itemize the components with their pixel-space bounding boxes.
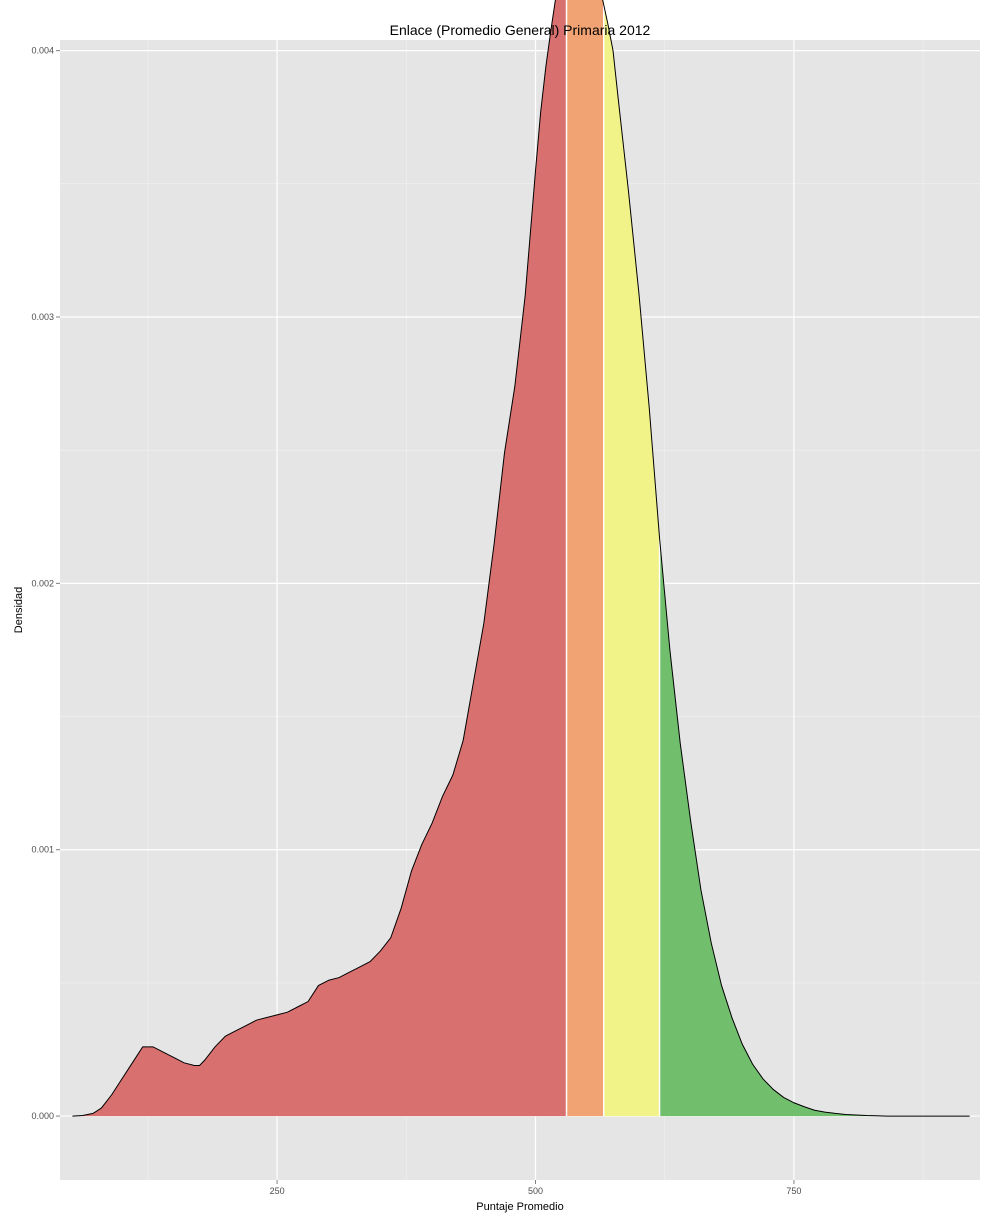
- x-tick-labels: 250 500 750: [270, 1186, 802, 1196]
- y-tick-label: 0.003: [31, 312, 54, 322]
- y-tick-label: 0.004: [31, 46, 54, 56]
- y-tick-label: 0.001: [31, 845, 54, 855]
- density-band: [603, 4, 660, 1117]
- x-axis-title: Puntaje Promedio: [476, 1201, 563, 1213]
- x-tick-label: 250: [270, 1186, 285, 1196]
- density-band: [566, 0, 604, 1117]
- y-axis-title: Densidad: [13, 587, 25, 633]
- axis-ticks: [56, 50, 795, 1184]
- x-tick-label: 750: [786, 1186, 801, 1196]
- density-band: [659, 538, 970, 1117]
- y-tick-labels: 0.000 0.001 0.002 0.003 0.004: [31, 46, 54, 1121]
- y-tick-label: 0.000: [31, 1111, 54, 1121]
- band-dividers: [565, 0, 661, 1117]
- chart-title: Enlace (Promedio General) Primaria 2012: [390, 22, 651, 38]
- y-tick-label: 0.002: [31, 578, 54, 588]
- density-band: [72, 0, 567, 1117]
- density-outline: [72, 0, 970, 1117]
- density-bands: [72, 0, 970, 1117]
- x-tick-label: 500: [528, 1186, 543, 1196]
